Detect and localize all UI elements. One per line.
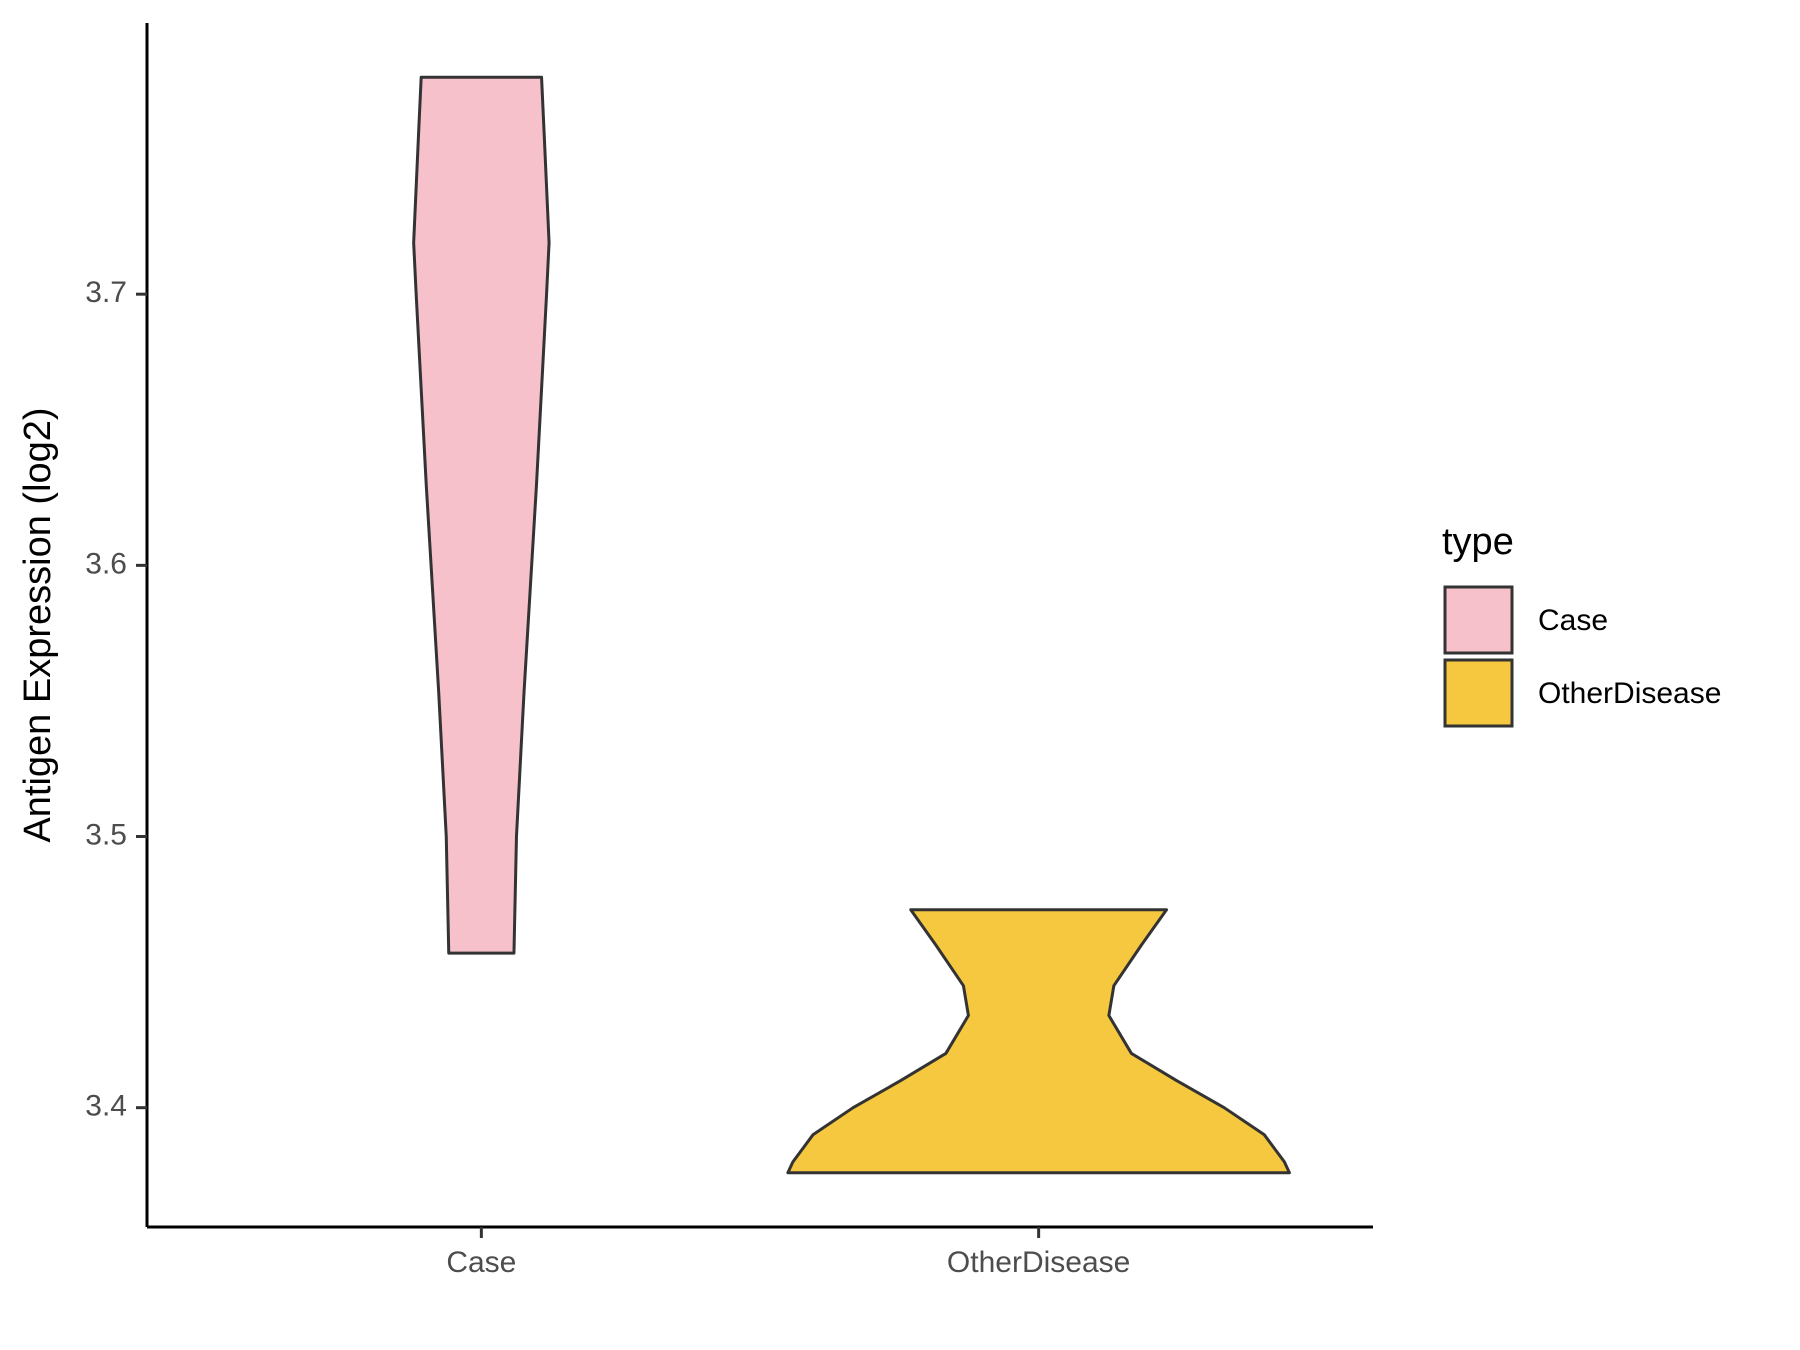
violin bbox=[786, 908, 1291, 1175]
legend-key bbox=[1443, 658, 1514, 728]
violin bbox=[412, 75, 551, 955]
x-tick-label: Case bbox=[446, 1246, 516, 1279]
x-tick-label: OtherDisease bbox=[947, 1246, 1130, 1279]
y-axis-title: Antigen Expression (log2) bbox=[17, 407, 59, 842]
y-tick-label: 3.5 bbox=[85, 818, 127, 851]
legend-key bbox=[1443, 585, 1514, 655]
y-tick-label: 3.6 bbox=[85, 547, 127, 580]
y-tick-label: 3.7 bbox=[85, 276, 127, 309]
y-tick-label: 3.4 bbox=[85, 1090, 127, 1123]
legend-text: OtherDisease bbox=[1538, 677, 1721, 710]
legend-text: Case bbox=[1538, 604, 1608, 637]
legend-title: type bbox=[1442, 521, 1514, 563]
